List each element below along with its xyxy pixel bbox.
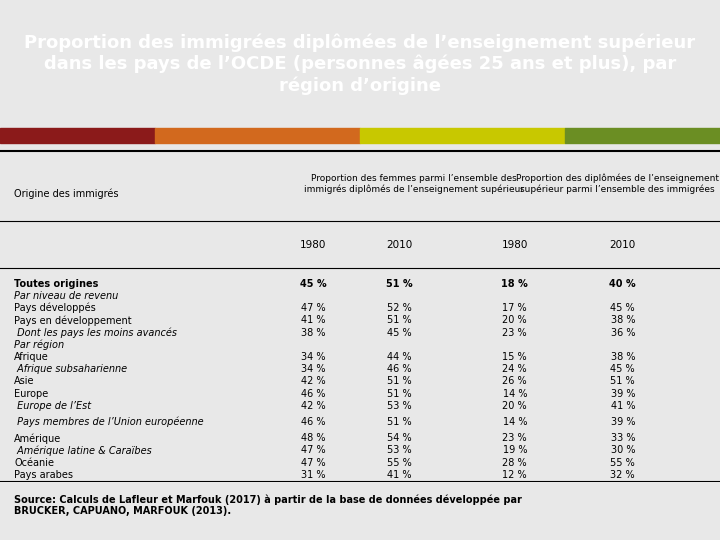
Text: 15 %: 15 %	[503, 352, 527, 362]
Text: Pays membres de l’Union européenne: Pays membres de l’Union européenne	[14, 417, 204, 427]
Text: 39 %: 39 %	[611, 388, 635, 399]
Text: 51 %: 51 %	[387, 279, 413, 289]
Text: Dont les pays les moins avancés: Dont les pays les moins avancés	[14, 327, 177, 338]
Text: Proportion des diplômées de l’enseignement
supérieur parmi l’ensemble des immigr: Proportion des diplômées de l’enseigneme…	[516, 173, 719, 194]
Text: 55 %: 55 %	[387, 458, 412, 468]
Text: 45 %: 45 %	[611, 364, 635, 374]
Text: Europe de l’Est: Europe de l’Est	[14, 401, 91, 411]
Text: 51 %: 51 %	[387, 388, 412, 399]
Text: 1980: 1980	[502, 240, 528, 249]
Text: 45 %: 45 %	[300, 279, 326, 289]
Text: 46 %: 46 %	[301, 417, 325, 427]
Text: 42 %: 42 %	[301, 401, 325, 411]
Text: 18 %: 18 %	[501, 279, 528, 289]
Text: Proportion des femmes parmi l’ensemble des
immigrés diplômés de l’enseignement s: Proportion des femmes parmi l’ensemble d…	[304, 174, 524, 194]
Text: 53 %: 53 %	[387, 401, 412, 411]
Text: 42 %: 42 %	[301, 376, 325, 386]
Text: 47 %: 47 %	[301, 458, 325, 468]
Text: 19 %: 19 %	[503, 446, 527, 455]
Text: 34 %: 34 %	[301, 364, 325, 374]
Text: 51 %: 51 %	[611, 376, 635, 386]
Text: 41 %: 41 %	[387, 470, 412, 480]
Text: 45 %: 45 %	[611, 303, 635, 313]
Text: Toutes origines: Toutes origines	[14, 279, 99, 289]
Text: 46 %: 46 %	[387, 364, 412, 374]
Text: Origine des immigrés: Origine des immigrés	[14, 188, 119, 199]
Text: 53 %: 53 %	[387, 446, 412, 455]
Text: 34 %: 34 %	[301, 352, 325, 362]
Text: Europe: Europe	[14, 388, 49, 399]
Text: 45 %: 45 %	[387, 327, 412, 338]
Text: Source: Calculs de Lafleur et Marfouk (2017) à partir de la base de données déve: Source: Calculs de Lafleur et Marfouk (2…	[14, 494, 522, 516]
Text: 14 %: 14 %	[503, 388, 527, 399]
Text: Amérique: Amérique	[14, 433, 62, 443]
Text: Asie: Asie	[14, 376, 35, 386]
Text: 38 %: 38 %	[611, 315, 635, 325]
Bar	[155, 128, 360, 143]
Text: 28 %: 28 %	[503, 458, 527, 468]
Text: 51 %: 51 %	[387, 417, 412, 427]
Text: 33 %: 33 %	[611, 433, 635, 443]
Text: Amérique latine & Caraïbes: Amérique latine & Caraïbes	[14, 445, 152, 456]
Text: Pays en développement: Pays en développement	[14, 315, 132, 326]
Text: 38 %: 38 %	[301, 327, 325, 338]
Text: 38 %: 38 %	[611, 352, 635, 362]
Text: 31 %: 31 %	[301, 470, 325, 480]
Text: 30 %: 30 %	[611, 446, 635, 455]
Text: Afrique subsaharienne: Afrique subsaharienne	[14, 364, 127, 374]
Text: 41 %: 41 %	[611, 401, 635, 411]
Text: Océanie: Océanie	[14, 458, 55, 468]
Text: 2010: 2010	[610, 240, 636, 249]
Text: Pays arabes: Pays arabes	[14, 470, 73, 480]
Text: Par région: Par région	[14, 340, 65, 350]
Text: 20 %: 20 %	[503, 401, 527, 411]
Text: 46 %: 46 %	[301, 388, 325, 399]
Text: Par niveau de revenu: Par niveau de revenu	[14, 291, 119, 301]
Text: 40 %: 40 %	[610, 279, 636, 289]
Text: 24 %: 24 %	[503, 364, 527, 374]
Text: Afrique: Afrique	[14, 352, 49, 362]
Text: 20 %: 20 %	[503, 315, 527, 325]
Text: 47 %: 47 %	[301, 446, 325, 455]
Text: 41 %: 41 %	[301, 315, 325, 325]
Text: 51 %: 51 %	[387, 315, 412, 325]
Text: 36 %: 36 %	[611, 327, 635, 338]
Text: 17 %: 17 %	[503, 303, 527, 313]
Text: Pays développés: Pays développés	[14, 303, 96, 313]
Text: 47 %: 47 %	[301, 303, 325, 313]
Text: 44 %: 44 %	[387, 352, 412, 362]
Text: 26 %: 26 %	[503, 376, 527, 386]
Text: 23 %: 23 %	[503, 327, 527, 338]
Text: 12 %: 12 %	[503, 470, 527, 480]
Text: Proportion des immigrées diplômées de l’enseignement supérieur
dans les pays de : Proportion des immigrées diplômées de l’…	[24, 33, 696, 94]
Text: 14 %: 14 %	[503, 417, 527, 427]
Text: 1980: 1980	[300, 240, 326, 249]
Text: 39 %: 39 %	[611, 417, 635, 427]
Bar	[360, 128, 565, 143]
Bar	[565, 128, 720, 143]
Text: 52 %: 52 %	[387, 303, 412, 313]
Text: 51 %: 51 %	[387, 376, 412, 386]
Text: 32 %: 32 %	[611, 470, 635, 480]
Bar	[0, 128, 155, 143]
Text: 55 %: 55 %	[611, 458, 635, 468]
Text: 48 %: 48 %	[301, 433, 325, 443]
Text: 23 %: 23 %	[503, 433, 527, 443]
Text: 54 %: 54 %	[387, 433, 412, 443]
Text: 2010: 2010	[387, 240, 413, 249]
